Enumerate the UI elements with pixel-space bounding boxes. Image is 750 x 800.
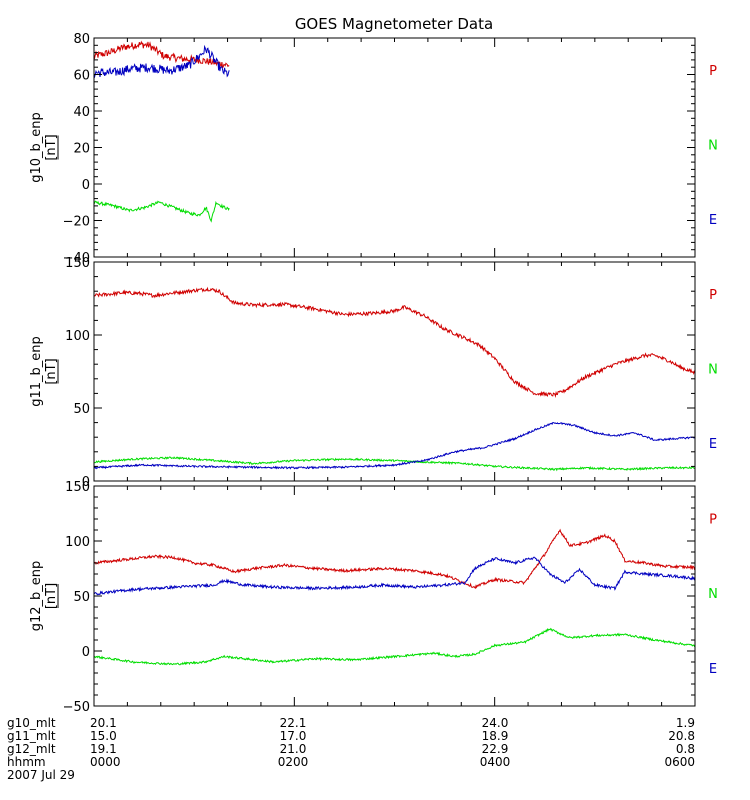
series-line-P xyxy=(93,286,696,398)
footer-row-label: g11_mlt xyxy=(7,729,56,743)
series-line-N xyxy=(93,627,696,666)
footer-value: 21.0 xyxy=(279,742,307,756)
footer-row-label: hhmm xyxy=(7,755,46,769)
y-tick-label: 50 xyxy=(73,590,90,605)
y-tick-label: 0 xyxy=(82,645,90,660)
footer-row-g10-mlt: g10_mlt 20.1 22.1 24.0 1.9 xyxy=(0,716,750,730)
y-tick-label: 150 xyxy=(65,256,90,271)
date-label: 2007 Jul 29 xyxy=(7,768,75,782)
footer-value: 0000 xyxy=(90,755,121,769)
legend-entry-N: N xyxy=(708,139,718,154)
series-line-E xyxy=(93,556,696,596)
legend-entry-E: E xyxy=(709,437,717,452)
footer-value: 22.1 xyxy=(279,716,307,730)
y-tick-label: 60 xyxy=(73,69,90,84)
y-tick-label: 50 xyxy=(73,402,90,417)
footer-value: 0400 xyxy=(479,755,511,769)
series-line-N xyxy=(93,200,230,223)
legend-entry-N: N xyxy=(708,363,718,378)
legend-entry-P: P xyxy=(709,64,717,79)
footer-row-g11-mlt: g11_mlt 15.0 17.0 18.9 20.8 xyxy=(0,729,750,743)
legend-entry-P: P xyxy=(709,512,717,527)
footer-value: 0200 xyxy=(277,755,309,769)
chart-title: GOES Magnetometer Data xyxy=(295,15,493,33)
y-tick-label: 0 xyxy=(82,475,90,490)
panel-g12_b_enp: −50 0 50 100 150 g12_b_enp [nT] P N E xyxy=(29,480,718,715)
series-line-E xyxy=(93,44,230,79)
y-tick-label: 150 xyxy=(65,480,90,495)
y-tick-label: 80 xyxy=(73,32,90,47)
plot-frame xyxy=(93,37,696,258)
footer-row-hhmm: hhmm 0000 0200 0400 0600 xyxy=(0,755,750,769)
footer-value: 0.8 xyxy=(675,742,695,756)
y-tick-label: −50 xyxy=(63,700,90,715)
series-line-P xyxy=(93,40,230,69)
footer-value: 22.9 xyxy=(481,742,509,756)
panel-g11_b_enp: 0 50 100 150 g11_b_enp [nT] P N E xyxy=(29,256,718,490)
footer-value: 20.1 xyxy=(90,716,117,730)
y-axis-label: g12_b_enp xyxy=(29,561,44,632)
y-axis-unit: [nT] xyxy=(44,583,59,609)
plot-frame xyxy=(93,261,696,482)
y-axis-unit: [nT] xyxy=(44,358,59,384)
y-tick-label: 0 xyxy=(82,178,90,193)
y-tick-label: −40 xyxy=(63,251,90,266)
series-line-N xyxy=(93,456,696,472)
y-tick-label: 100 xyxy=(65,329,90,344)
footer-date-row: 2007 Jul 29 xyxy=(0,768,750,782)
footer-value: 15.0 xyxy=(90,729,117,743)
footer-value: 19.1 xyxy=(90,742,117,756)
legend-entry-E: E xyxy=(709,662,717,677)
legend-entry-N: N xyxy=(708,587,718,602)
y-axis-label: g10_b_enp xyxy=(29,112,44,183)
footer-value: 18.9 xyxy=(481,729,509,743)
footer-row-label: g12_mlt xyxy=(7,742,56,756)
y-tick-label: −20 xyxy=(63,215,90,230)
panel-g10_b_enp: −40 −20 0 20 40 60 80 g10_b_enp [nT] P N E xyxy=(29,32,718,266)
plot-frame xyxy=(93,485,696,707)
series-line-P xyxy=(93,528,696,590)
legend-entry-E: E xyxy=(709,213,717,228)
y-tick-label: 100 xyxy=(65,535,90,550)
y-tick-label: 20 xyxy=(73,142,90,157)
footer-value: 1.9 xyxy=(675,716,695,730)
footer-row-label: g10_mlt xyxy=(7,716,56,730)
legend-entry-P: P xyxy=(709,288,717,303)
footer-value: 24.0 xyxy=(481,716,509,730)
footer-value: 0600 xyxy=(664,755,695,769)
footer-row-g12-mlt: g12_mlt 19.1 21.0 22.9 0.8 xyxy=(0,742,750,756)
y-axis-unit: [nT] xyxy=(44,134,59,160)
y-tick-label: 40 xyxy=(73,105,90,120)
footer-value: 20.8 xyxy=(668,729,695,743)
series-line-E xyxy=(93,421,696,470)
y-axis-label: g11_b_enp xyxy=(29,336,44,407)
footer-value: 17.0 xyxy=(279,729,307,743)
